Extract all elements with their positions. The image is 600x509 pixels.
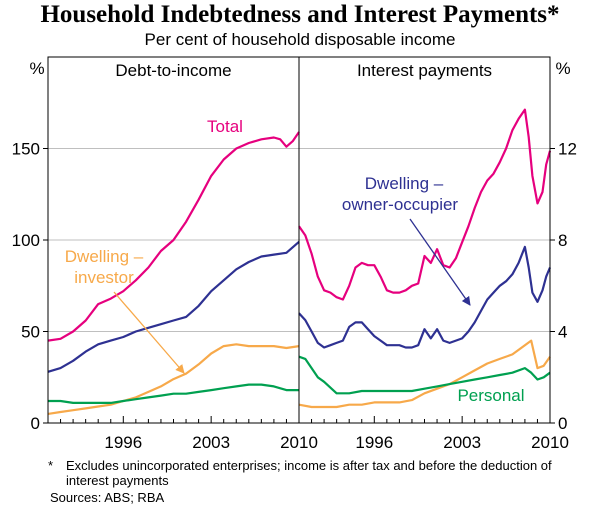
panel-left-x-tick-label: 2003 xyxy=(192,433,230,452)
panel-right-x-tick-label: 2010 xyxy=(531,433,569,452)
sources-note: Sources: ABS; RBA xyxy=(50,490,165,505)
label-personal: Personal xyxy=(457,386,524,405)
panel-left-y-tick-label: 0 xyxy=(31,414,40,433)
panel-left-y-tick-label: 50 xyxy=(21,323,40,342)
panel-left-x-tick-label: 1996 xyxy=(104,433,142,452)
panel-right-series-total xyxy=(298,108,552,301)
panel-right-y-axis-label: % xyxy=(555,59,570,78)
panel-left-series-personal xyxy=(48,383,299,404)
panel-left-series-dwelling-investor xyxy=(47,343,300,415)
panel-left-series-total xyxy=(47,131,300,342)
panel-right-x-tick-label: 2003 xyxy=(443,433,481,452)
chart-subtitle: Per cent of household disposable income xyxy=(144,30,456,49)
panel-right-x-tick-label: 1996 xyxy=(355,433,393,452)
arrow-dwelling-investor xyxy=(113,291,185,374)
panel-left-y-axis-label: % xyxy=(29,59,44,78)
panel-right-y-tick-label: 4 xyxy=(558,323,567,342)
panel-right-y-tick-label: 8 xyxy=(558,231,567,250)
panel-left-y-tick-label: 150 xyxy=(12,140,40,159)
chart-title: Household Indebtedness and Interest Paym… xyxy=(40,1,560,28)
panel-left-series-dwelling-owner-occupier xyxy=(47,240,300,373)
footnote: * Excludes unincorporated enterprises; i… xyxy=(48,458,570,488)
arrow-dwelling-owner-occupier xyxy=(409,218,471,306)
panel-right-series-dwelling-owner-occupier xyxy=(298,245,552,349)
panel-right-series-dwelling-investor xyxy=(298,339,551,409)
label-total: Total xyxy=(207,117,243,136)
label-dwelling-investor-line1: Dwelling – xyxy=(65,247,144,266)
footnote-text: Excludes unincorporated enterprises; inc… xyxy=(66,458,552,488)
panel-left-title: Debt-to-income xyxy=(115,61,231,80)
label-dwelling-owner-occupier-line1: Dwelling – xyxy=(365,174,444,193)
panel-right-y-tick-label: 12 xyxy=(558,140,577,159)
panel-left-x-tick-label: 2010 xyxy=(280,433,318,452)
footnote-marker: * xyxy=(48,458,54,473)
label-dwelling-investor-line2: investor xyxy=(74,268,134,287)
panel-left-y-tick-label: 100 xyxy=(12,231,40,250)
label-dwelling-owner-occupier-line2: owner-occupier xyxy=(342,195,459,214)
panel-right-y-tick-label: 0 xyxy=(558,414,567,433)
panel-right-series-personal xyxy=(298,355,551,395)
panel-right-title: Interest payments xyxy=(357,61,492,80)
